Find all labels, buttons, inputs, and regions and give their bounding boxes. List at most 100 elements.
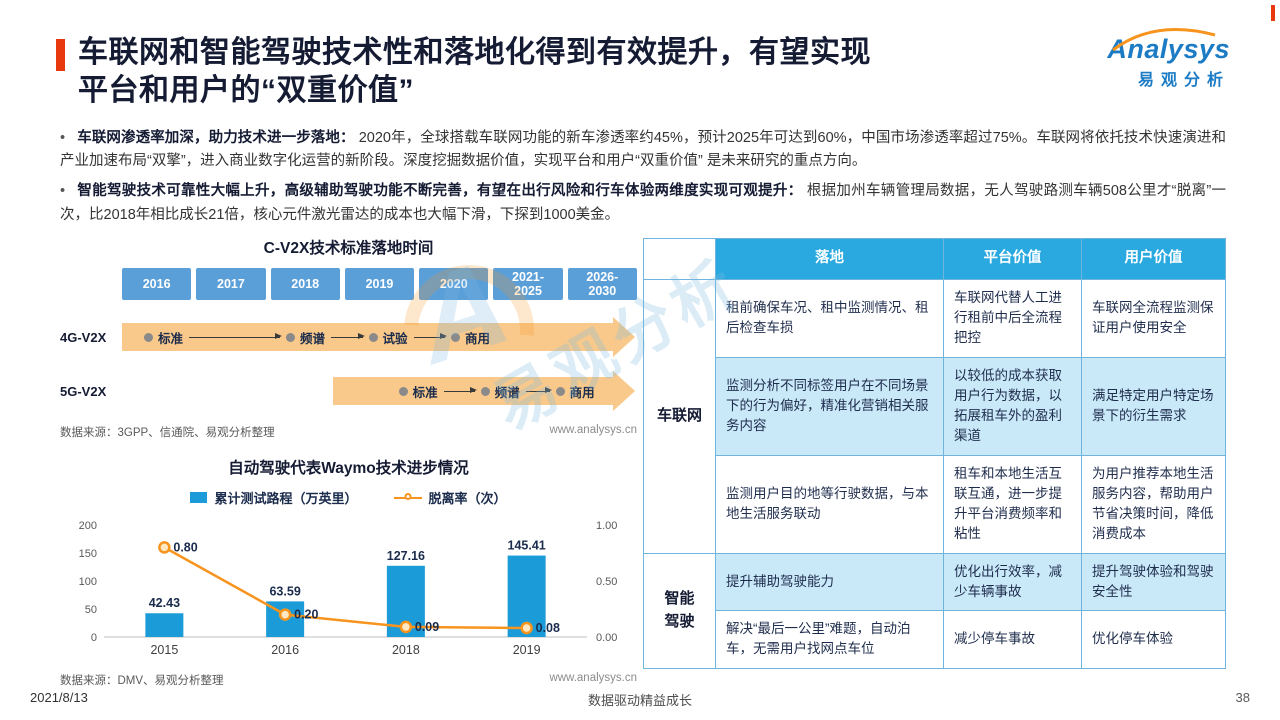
table-cell-user: 为用户推荐本地生活服务内容，帮助用户节省决策时间，降低消费成本 bbox=[1081, 454, 1226, 554]
timeline-year: 2026- 2030 bbox=[567, 268, 637, 300]
milestone-dot-icon bbox=[398, 386, 408, 396]
table-cell-platform: 车联网代替人工进行租前中后全流程把控 bbox=[943, 278, 1082, 358]
corner-mark bbox=[1271, 5, 1275, 21]
table-cell-platform: 减少停车事故 bbox=[943, 610, 1082, 669]
milestone-label: 商用 bbox=[569, 385, 595, 400]
legend-item-bar: 累计测试路程（万英里） bbox=[190, 488, 358, 507]
y-axis-right-tick: 0.00 bbox=[596, 632, 617, 644]
timeline-milestone: 商用 bbox=[555, 382, 595, 401]
milestone-dot-icon bbox=[144, 332, 153, 342]
table-row: 监测分析不同标签用户在不同场景下的行为偏好，精准化营销相关服务内容 以较低的成本获… bbox=[644, 356, 1226, 456]
timeline-arrow: 标准 频谱 试验 商用 bbox=[122, 323, 613, 351]
timeline-year: 2019 bbox=[344, 268, 415, 300]
y-axis-right-tick: 1.00 bbox=[596, 520, 617, 532]
table-header-landing: 落地 bbox=[715, 238, 944, 280]
bullet-marker: • bbox=[60, 183, 66, 200]
milestone-dot-icon bbox=[555, 386, 565, 396]
waymo-source: 数据来源：DMV、易观分析整理 bbox=[60, 675, 224, 687]
timeline-year: 2021- 2025 bbox=[493, 268, 563, 300]
table-group-label: 车联网 bbox=[643, 278, 716, 554]
timeline-connector-arrow-icon bbox=[189, 333, 282, 340]
bar-value-label: 63.59 bbox=[269, 584, 300, 598]
table-cell-user: 满足特定用户特定场景下的衍生需求 bbox=[1081, 356, 1226, 456]
bullet-1-bold-text: 车联网渗透率加深，助力技术进一步落地： bbox=[77, 130, 355, 146]
timeline-connector-arrow-icon bbox=[443, 387, 477, 394]
table-cell-landing: 租前确保车况、租中监测情况、租后检查车损 bbox=[715, 278, 944, 358]
bullet-item-2: • 智能驾驶技术可靠性大幅上升，高级辅助驾驶功能不断完善，有望在出行风险和行车体… bbox=[60, 180, 1226, 226]
y-axis-left-tick: 150 bbox=[79, 548, 97, 560]
line-value-label: 0.80 bbox=[173, 540, 197, 554]
page-title-line1: 车联网和智能驾驶技术性和落地化得到有效提升，有望实现 bbox=[78, 36, 871, 69]
right-column: 落地 平台价值 用户价值 车联网 租前确保车况、租中监测情况、租后检查车损 车联网代… bbox=[643, 238, 1226, 669]
table-header-platform: 平台价值 bbox=[943, 238, 1082, 280]
timeline-arrow: 标准 频谱 商用 bbox=[333, 377, 613, 405]
waymo-source-row: 数据来源：DMV、易观分析整理 www.analysys.cn bbox=[60, 672, 637, 688]
table-cell-landing: 解决“最后一公里”难题，自动泊车，无需用户找网点车位 bbox=[715, 610, 944, 669]
line-value-label: 0.08 bbox=[536, 621, 560, 635]
table-header-row: 落地 平台价值 用户价值 bbox=[643, 238, 1226, 280]
footer-slogan: 数据驱动精益成长 bbox=[587, 693, 693, 708]
x-axis-label: 2018 bbox=[392, 643, 420, 657]
table-cell-landing: 监测用户目的地等行驶数据，与本地生活服务联动 bbox=[715, 454, 944, 554]
x-axis-label: 2015 bbox=[150, 643, 178, 657]
analysys-url: www.analysys.cn bbox=[549, 672, 637, 684]
bullet-1-text: 2020年，全球搭载车联网功能的新车渗透率约45%，预计2025年可达到60%，… bbox=[60, 130, 1227, 170]
timeline-row: 5G-V2X 标准 频谱 商用 bbox=[60, 370, 637, 412]
timeline-milestone: 标准 bbox=[144, 328, 183, 347]
y-axis-left-tick: 50 bbox=[85, 604, 97, 616]
timeline-source-row: 数据来源：3GPP、信通院、易观分析整理 www.analysys.cn bbox=[60, 424, 637, 440]
timeline-row-label: 5G-V2X bbox=[60, 383, 107, 399]
y-axis-left-tick: 200 bbox=[79, 520, 97, 532]
bullet-item-1: • 车联网渗透率加深，助力技术进一步落地： 2020年，全球搭载车联网功能的新车… bbox=[60, 127, 1226, 173]
header: 车联网和智能驾驶技术性和落地化得到有效提升，有望实现 平台和用户的“双重价值” … bbox=[56, 28, 1244, 109]
timeline-connector-arrow-icon bbox=[331, 333, 364, 340]
timeline-source: 数据来源：3GPP、信通院、易观分析整理 bbox=[60, 427, 275, 439]
bar-value-label: 42.43 bbox=[149, 596, 180, 610]
bullet-marker: • bbox=[60, 130, 66, 146]
legend-line-label: 脱离率（次） bbox=[428, 491, 507, 506]
legend-bar-swatch-icon bbox=[190, 492, 208, 503]
disengagement-line bbox=[163, 546, 527, 630]
footer-date: 2021/8/13 bbox=[30, 690, 88, 705]
timeline-connector-arrow-icon bbox=[413, 333, 447, 340]
waymo-chart-title: 自动驾驶代表Waymo技术进步情况 bbox=[228, 460, 469, 477]
timeline-milestones: 标准 频谱 试验 商用 bbox=[122, 323, 613, 351]
page-title: 车联网和智能驾驶技术性和落地化得到有效提升，有望实现 平台和用户的“双重价值” bbox=[78, 34, 871, 109]
line-point bbox=[278, 608, 292, 621]
line-point bbox=[158, 541, 171, 554]
timeline-milestone: 试验 bbox=[368, 328, 408, 347]
timeline-title: C-V2X技术标准落地时间 bbox=[263, 240, 434, 257]
table-cell-landing: 监测分析不同标签用户在不同场景下的行为偏好，精准化营销相关服务内容 bbox=[715, 356, 944, 456]
line-value-label: 0.20 bbox=[294, 608, 318, 622]
value-table-body: 车联网 租前确保车况、租中监测情况、租后检查车损 车联网代替人工进行租前中后全流程把… bbox=[643, 278, 1226, 669]
table-group-label: 智能 驾驶 bbox=[643, 552, 716, 669]
y-axis-left-tick: 0 bbox=[91, 632, 97, 644]
chart-legend: 累计测试路程（万英里） 脱离率（次） bbox=[60, 488, 637, 507]
timeline-spacer bbox=[595, 391, 609, 392]
title-accent-bar bbox=[56, 39, 65, 71]
timeline-spacer bbox=[490, 337, 609, 338]
analysys-logo: Analysys 易观分析 bbox=[1107, 28, 1230, 90]
bar-value-label: 127.16 bbox=[387, 549, 425, 563]
table-cell-platform: 租车和本地生活互联互通，进一步提升平台消费频率和粘性 bbox=[943, 454, 1082, 554]
milestone-label: 标准 bbox=[412, 385, 438, 400]
logo-chinese-name: 易观分析 bbox=[1137, 72, 1230, 89]
milestone-label: 频谱 bbox=[494, 385, 520, 400]
milestone-label: 试验 bbox=[382, 331, 408, 346]
table-header-user: 用户价值 bbox=[1081, 238, 1226, 280]
milestone-label: 标准 bbox=[158, 331, 184, 346]
x-axis-label: 2016 bbox=[271, 643, 299, 657]
milestone-dot-icon bbox=[286, 332, 295, 342]
timeline-year: 2020 bbox=[419, 268, 489, 300]
bar bbox=[145, 613, 184, 637]
timeline-connector-arrow-icon bbox=[525, 387, 552, 394]
left-column: C-V2X技术标准落地时间 2016 2017 2018 2019 2020 2021- … bbox=[60, 236, 637, 688]
logo-wordmark: Analysys bbox=[1107, 34, 1230, 64]
timeline-arrow-area: 标准 频谱 商用 bbox=[122, 370, 637, 412]
legend-line-swatch-icon bbox=[393, 493, 422, 500]
waymo-chart-block: 自动驾驶代表Waymo技术进步情况 累计测试路程（万英里） 脱离率（次） 0 50… bbox=[60, 456, 637, 688]
timeline-milestones: 标准 频谱 商用 bbox=[333, 377, 613, 405]
line-point bbox=[399, 620, 413, 634]
timeline-year: 2017 bbox=[196, 268, 266, 300]
